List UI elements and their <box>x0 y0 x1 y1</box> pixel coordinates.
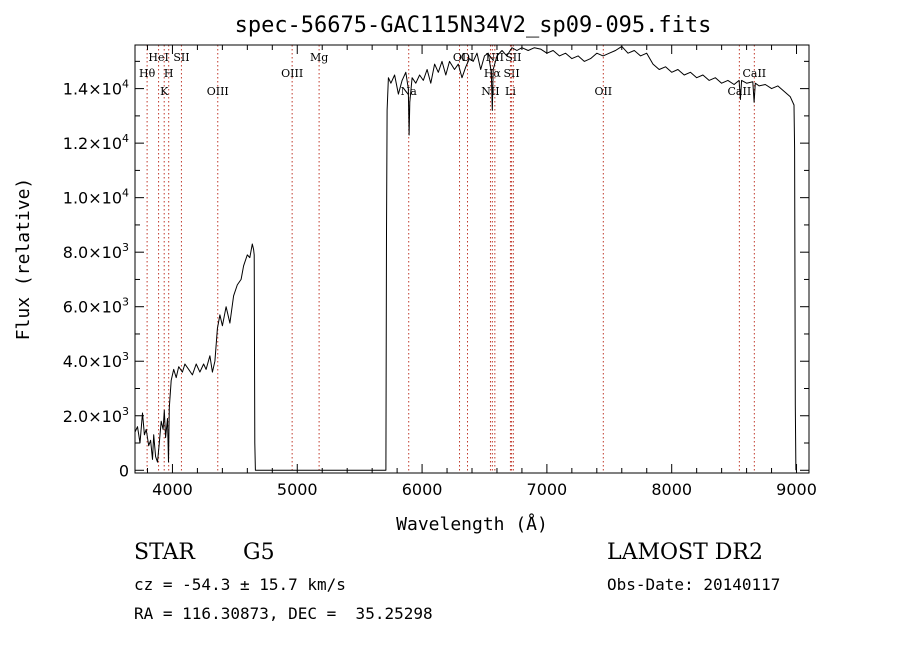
spectral-line-label: SII <box>503 67 519 80</box>
y-tick-exponent: 4 <box>122 187 129 200</box>
x-tick-label: 7000 <box>527 480 568 499</box>
spectral-line-label: Mg <box>310 51 328 64</box>
spectral-line-label: OII <box>594 85 612 98</box>
spectral-line-label: H <box>164 67 174 80</box>
spectral-line-label: K <box>160 85 169 98</box>
coordinates: RA = 116.30873, DEC = 35.25298 <box>134 604 433 623</box>
spectral-line-label: SII <box>173 51 189 64</box>
y-tick-label: 8.0×103 <box>63 241 129 262</box>
y-tick-exponent: 3 <box>122 296 129 309</box>
survey-name: LAMOST DR2 <box>607 540 763 565</box>
y-tick-exponent: 3 <box>122 241 129 254</box>
plot-frame <box>134 44 810 474</box>
x-tick-label: 8000 <box>651 480 692 499</box>
observation-date: Obs-Date: 20140117 <box>607 575 781 594</box>
x-tick-label: 4000 <box>152 480 193 499</box>
spectrum-series <box>134 45 797 471</box>
y-tick-exponent: 4 <box>122 78 129 91</box>
y-tick-mantissa: 1.0×10 <box>63 189 122 208</box>
y-axis-label: Flux (relative) <box>13 178 34 341</box>
spectral-line-label: OI <box>461 51 474 64</box>
spectral-line-label: HeI <box>148 51 168 64</box>
spectral-line-label: OI <box>453 51 466 64</box>
y-tick-label: 4.0×103 <box>63 350 129 371</box>
y-tick-label: 0 <box>119 461 129 480</box>
spectral-line-label: Na <box>401 85 418 98</box>
y-tick-label: 1.0×104 <box>63 187 129 208</box>
y-tick-exponent: 4 <box>122 132 129 145</box>
x-tick-label: 5000 <box>277 480 318 499</box>
spectral-line-label: OIII <box>281 67 303 80</box>
spectral-line-label: CaII <box>742 67 766 80</box>
spectrum-line <box>134 45 797 471</box>
object-class: STAR <box>134 540 195 565</box>
y-tick-mantissa: 6.0×10 <box>63 298 122 317</box>
axis-ticks: 4000 5000 6000 7000 8000 900002.0×1034.0×1036… <box>63 45 817 499</box>
y-tick-label: 2.0×103 <box>63 405 129 426</box>
spectral-line-label: SII <box>505 51 521 64</box>
spectral-line-label: NII <box>481 85 499 98</box>
spectral-line-label: OIII <box>207 85 229 98</box>
y-tick-mantissa: 2.0×10 <box>63 407 122 426</box>
y-tick-label: 6.0×103 <box>63 296 129 317</box>
y-tick-mantissa: 4.0×10 <box>63 352 122 371</box>
spectral-line-label: CaII <box>728 85 752 98</box>
y-tick-mantissa: 0 <box>119 461 129 480</box>
redshift-value: cz = -54.3 ± 15.7 km/s <box>134 575 346 594</box>
x-tick-label: 9000 <box>776 480 817 499</box>
y-tick-mantissa: 1.4×10 <box>63 80 122 99</box>
x-tick-label: 6000 <box>402 480 443 499</box>
spectral-lines: HθHeIKHSIIOIIIOIIIMgNaOIOINIIHαNIILiSIIS… <box>139 45 766 473</box>
y-tick-exponent: 3 <box>122 350 129 363</box>
y-tick-label: 1.2×104 <box>63 132 129 153</box>
y-tick-mantissa: 1.2×10 <box>63 134 122 153</box>
spectral-line-label: NII <box>486 51 504 64</box>
spectral-line-label: Li <box>505 85 516 98</box>
y-tick-exponent: 3 <box>122 405 129 418</box>
y-tick-mantissa: 8.0×10 <box>63 243 122 262</box>
object-subclass: G5 <box>243 540 275 565</box>
y-tick-label: 1.4×104 <box>63 78 129 99</box>
spectral-line-label: Hθ <box>139 67 156 80</box>
x-axis-label: Wavelength (Å) <box>396 513 548 535</box>
chart-title: spec-56675-GAC115N34V2_sp09-095.fits <box>235 13 712 38</box>
